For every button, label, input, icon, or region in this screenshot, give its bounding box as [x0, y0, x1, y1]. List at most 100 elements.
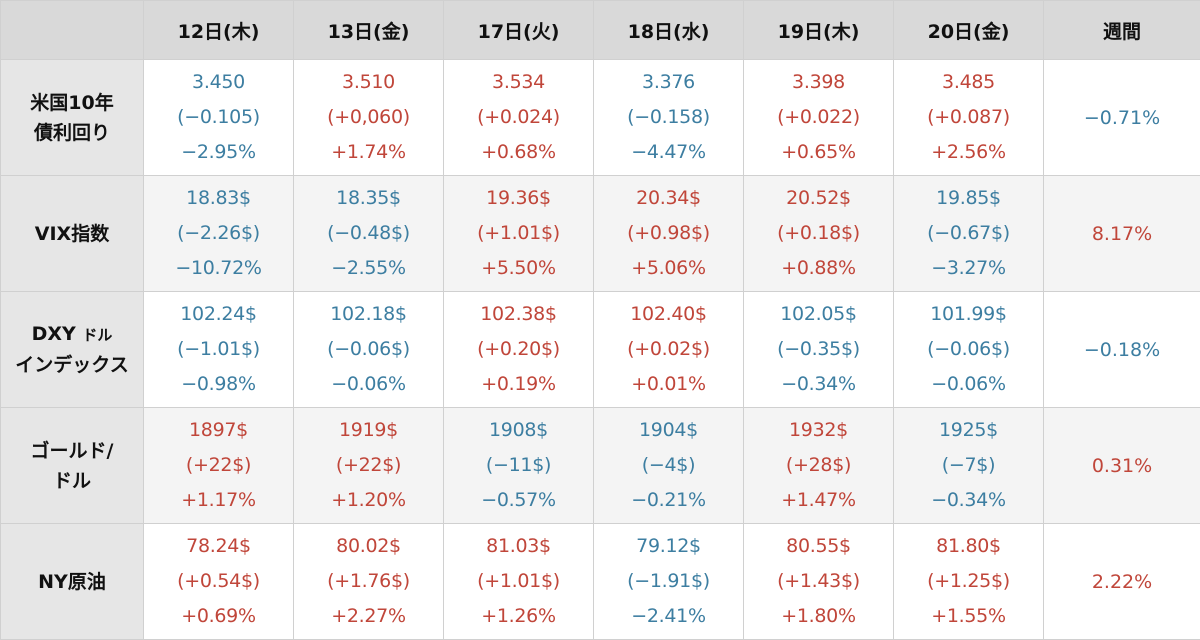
row-label-main: DXY [32, 323, 76, 345]
cell-pct: +0.69% [144, 599, 293, 634]
corner-cell [1, 1, 144, 60]
day-header: 20日(金) [894, 1, 1044, 60]
cell-value: 18.35$ [294, 181, 443, 216]
weekly-change-cell: −0.71% [1044, 60, 1200, 176]
row-label: 米国10年 債利回り [1, 60, 144, 176]
cell-value: 80.55$ [744, 529, 893, 564]
row-label-line: インデックス [1, 350, 143, 380]
cell-pct: +1.20% [294, 483, 443, 518]
cell-value: 3.376 [594, 65, 743, 100]
cell-change: (−0.48$) [294, 216, 443, 251]
cell-change: (+0.98$) [594, 216, 743, 251]
data-cell: 1919$ (+22$) +1.20% [294, 408, 444, 524]
row-label-line: DXY ドル [1, 319, 143, 350]
cell-pct: +1.55% [894, 599, 1043, 634]
data-cell: 20.52$ (+0.18$) +0.88% [744, 176, 894, 292]
cell-value: 81.03$ [444, 529, 593, 564]
weekly-change-cell: −0.18% [1044, 292, 1200, 408]
cell-change: (+28$) [744, 448, 893, 483]
table-row: DXY ドル インデックス 102.24$ (−1.01$) −0.98% 10… [1, 292, 1200, 408]
cell-pct: +1.47% [744, 483, 893, 518]
header-row: 12日(木) 13日(金) 17日(火) 18日(水) 19日(木) 20日(金… [1, 1, 1200, 60]
data-cell: 79.12$ (−1.91$) −2.41% [594, 524, 744, 640]
row-label: ゴールド/ ドル [1, 408, 144, 524]
day-header: 19日(木) [744, 1, 894, 60]
cell-value: 3.534 [444, 65, 593, 100]
weekly-change-cell: 8.17% [1044, 176, 1200, 292]
data-cell: 20.34$ (+0.98$) +5.06% [594, 176, 744, 292]
cell-value: 102.40$ [594, 297, 743, 332]
cell-value: 102.24$ [144, 297, 293, 332]
cell-value: 3.485 [894, 65, 1043, 100]
cell-value: 18.83$ [144, 181, 293, 216]
row-label-line: VIX指数 [1, 219, 143, 249]
row-label-line: NY原油 [1, 567, 143, 597]
cell-pct: −0.06% [294, 367, 443, 402]
cell-change: (−0.67$) [894, 216, 1043, 251]
data-cell: 102.05$ (−0.35$) −0.34% [744, 292, 894, 408]
data-cell: 102.24$ (−1.01$) −0.98% [144, 292, 294, 408]
cell-change: (−0.35$) [744, 332, 893, 367]
table-row: ゴールド/ ドル 1897$ (+22$) +1.17% 1919$ (+22$… [1, 408, 1200, 524]
table-row: NY原油 78.24$ (+0.54$) +0.69% 80.02$ (+1.7… [1, 524, 1200, 640]
cell-value: 1897$ [144, 413, 293, 448]
cell-pct: +0.88% [744, 251, 893, 286]
cell-value: 78.24$ [144, 529, 293, 564]
data-cell: 102.18$ (−0.06$) −0.06% [294, 292, 444, 408]
cell-value: 1932$ [744, 413, 893, 448]
cell-change: (−2.26$) [144, 216, 293, 251]
cell-value: 20.34$ [594, 181, 743, 216]
row-label-line: 債利回り [1, 118, 143, 148]
data-cell: 81.03$ (+1.01$) +1.26% [444, 524, 594, 640]
cell-value: 1919$ [294, 413, 443, 448]
cell-change: (+22$) [144, 448, 293, 483]
cell-change: (+0.54$) [144, 564, 293, 599]
cell-change: (+1.01$) [444, 216, 593, 251]
cell-pct: +5.06% [594, 251, 743, 286]
cell-pct: +2.27% [294, 599, 443, 634]
cell-change: (−7$) [894, 448, 1043, 483]
row-label: VIX指数 [1, 176, 144, 292]
cell-pct: −0.98% [144, 367, 293, 402]
cell-change: (+0,060) [294, 100, 443, 135]
cell-value: 79.12$ [594, 529, 743, 564]
cell-pct: −4.47% [594, 135, 743, 170]
cell-change: (−0.105) [144, 100, 293, 135]
cell-change: (−0.06$) [894, 332, 1043, 367]
table-row: VIX指数 18.83$ (−2.26$) −10.72% 18.35$ (−0… [1, 176, 1200, 292]
cell-pct: −2.41% [594, 599, 743, 634]
data-cell: 18.83$ (−2.26$) −10.72% [144, 176, 294, 292]
cell-change: (−0.158) [594, 100, 743, 135]
weekly-change-cell: 0.31% [1044, 408, 1200, 524]
cell-change: (+0.02$) [594, 332, 743, 367]
cell-pct: −2.55% [294, 251, 443, 286]
cell-pct: +0.65% [744, 135, 893, 170]
cell-pct: +1.80% [744, 599, 893, 634]
row-label: DXY ドル インデックス [1, 292, 144, 408]
day-header: 13日(金) [294, 1, 444, 60]
cell-value: 1904$ [594, 413, 743, 448]
row-label-line: ドル [1, 466, 143, 496]
cell-pct: −2.95% [144, 135, 293, 170]
weekly-header: 週間 [1044, 1, 1200, 60]
cell-pct: −0.34% [744, 367, 893, 402]
cell-value: 3.398 [744, 65, 893, 100]
cell-change: (−1.01$) [144, 332, 293, 367]
data-cell: 18.35$ (−0.48$) −2.55% [294, 176, 444, 292]
day-header: 17日(火) [444, 1, 594, 60]
cell-change: (+0.18$) [744, 216, 893, 251]
cell-change: (−11$) [444, 448, 593, 483]
data-cell: 80.02$ (+1.76$) +2.27% [294, 524, 444, 640]
cell-pct: −10.72% [144, 251, 293, 286]
day-header: 18日(水) [594, 1, 744, 60]
data-cell: 3.485 (+0.087) +2.56% [894, 60, 1044, 176]
cell-value: 102.05$ [744, 297, 893, 332]
data-cell: 78.24$ (+0.54$) +0.69% [144, 524, 294, 640]
cell-pct: −0.06% [894, 367, 1043, 402]
data-cell: 1908$ (−11$) −0.57% [444, 408, 594, 524]
cell-value: 101.99$ [894, 297, 1043, 332]
data-cell: 102.38$ (+0.20$) +0.19% [444, 292, 594, 408]
row-label-line: ゴールド/ [1, 436, 143, 466]
cell-value: 102.38$ [444, 297, 593, 332]
